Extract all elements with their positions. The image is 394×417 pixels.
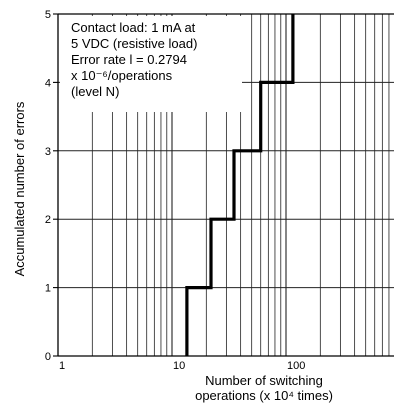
x-tick-label: 1 xyxy=(59,360,65,372)
annotation-box: Contact load: 1 mA at5 VDC (resistive lo… xyxy=(60,16,242,112)
y-tick-label: 1 xyxy=(45,283,51,295)
annotation-line: 5 VDC (resistive load) xyxy=(71,36,197,51)
annotation-line: Error rate l = 0.2794 xyxy=(71,52,187,67)
x-axis-label: operations (x 10⁴ times) xyxy=(195,388,333,403)
annotation-line: Contact load: 1 mA at xyxy=(71,20,196,35)
annotation-line: (level N) xyxy=(71,84,119,99)
x-axis-label: Number of switching xyxy=(205,373,323,388)
y-tick-label: 0 xyxy=(45,351,51,363)
x-tick-label: 100 xyxy=(287,360,305,372)
y-tick-label: 2 xyxy=(45,214,51,226)
y-axis-label: Accumulated number of errors xyxy=(12,101,27,276)
y-tick-label: 5 xyxy=(45,9,51,21)
x-tick-label: 10 xyxy=(173,360,185,372)
y-tick-label: 4 xyxy=(45,77,51,89)
y-tick-label: 3 xyxy=(45,146,51,158)
annotation-line: x 10⁻⁶/operations xyxy=(71,68,173,83)
